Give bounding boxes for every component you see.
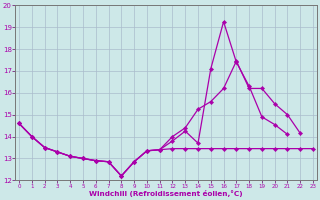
X-axis label: Windchill (Refroidissement éolien,°C): Windchill (Refroidissement éolien,°C) bbox=[89, 190, 243, 197]
